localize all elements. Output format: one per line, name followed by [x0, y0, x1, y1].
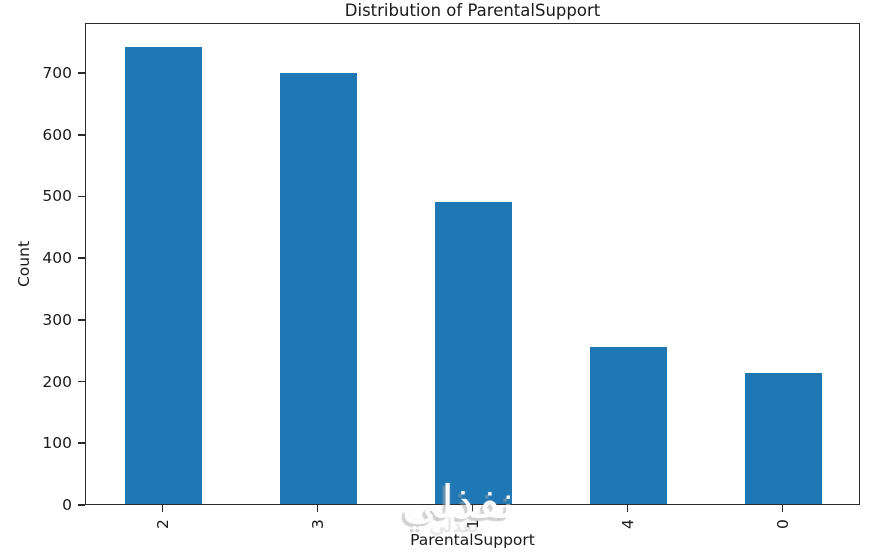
y-tick-label: 100	[42, 434, 72, 453]
y-tick-label: 300	[42, 310, 72, 329]
y-tick-label: 500	[42, 187, 72, 206]
bar-category-3	[279, 73, 358, 504]
bar-category-1	[434, 202, 513, 504]
x-tick-mark	[161, 505, 164, 512]
bar-category-2	[124, 47, 203, 504]
y-tick-label: 0	[62, 496, 72, 514]
x-tick-label: 4	[618, 519, 637, 529]
bar-category-4	[589, 347, 668, 504]
y-tick-label: 200	[42, 372, 72, 391]
bar-category-0	[744, 373, 823, 504]
x-tick-label: 2	[153, 519, 172, 529]
y-tick-label: 600	[42, 125, 72, 144]
x-tick-label: 0	[773, 519, 792, 529]
plot-area	[85, 23, 860, 505]
x-tick-mark	[781, 505, 784, 512]
y-tick-label: 400	[42, 249, 72, 268]
x-tick-mark	[316, 505, 319, 512]
y-tick-label: 700	[42, 63, 72, 82]
x-axis-label: ParentalSupport	[410, 531, 535, 549]
x-tick-mark	[626, 505, 629, 512]
x-tick-label: 1	[463, 519, 482, 529]
y-tick-mark	[78, 380, 85, 383]
y-tick-mark	[78, 319, 85, 321]
y-tick-mark	[78, 257, 85, 259]
y-tick-mark	[78, 442, 85, 445]
y-tick-mark	[78, 133, 85, 136]
y-tick-mark	[78, 504, 85, 506]
y-tick-mark	[78, 72, 85, 74]
x-tick-mark	[471, 505, 474, 512]
y-tick-mark	[78, 195, 85, 198]
x-tick-label: 3	[308, 519, 327, 529]
chart-title: Distribution of ParentalSupport	[344, 1, 601, 20]
